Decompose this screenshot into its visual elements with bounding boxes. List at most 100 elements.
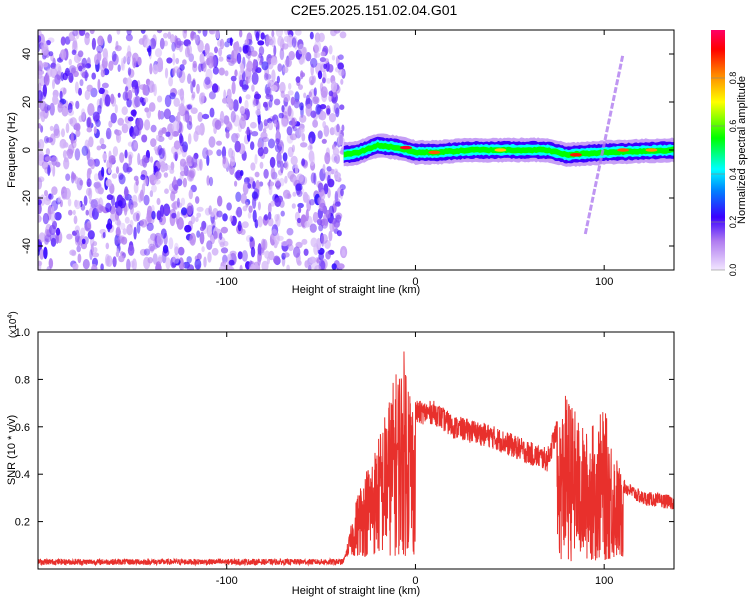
noise-speckle <box>216 149 222 157</box>
noise-speckle <box>206 175 210 186</box>
noise-speckle <box>252 58 256 71</box>
noise-speckle <box>68 58 73 66</box>
noise-speckle <box>122 228 128 235</box>
noise-speckle <box>208 30 216 35</box>
noise-speckle <box>149 38 157 50</box>
noise-speckle <box>179 170 187 177</box>
noise-speckle <box>312 119 318 128</box>
noise-speckle <box>152 64 159 75</box>
noise-speckle <box>220 247 229 254</box>
noise-speckle <box>270 84 278 92</box>
y-tick-label: 20 <box>21 96 33 108</box>
noise-speckle <box>326 108 331 115</box>
noise-speckle <box>141 134 148 143</box>
noise-speckle <box>270 35 276 48</box>
noise-speckle <box>328 230 333 242</box>
noise-speckle <box>139 248 147 256</box>
noise-speckle <box>208 91 216 100</box>
noise-speckle <box>75 100 80 110</box>
noise-speckle <box>122 162 129 173</box>
noise-speckle <box>77 253 82 264</box>
noise-speckle <box>168 76 174 87</box>
noise-speckle <box>234 69 238 77</box>
noise-speckle <box>180 96 185 106</box>
noise-speckle <box>125 33 133 42</box>
noise-speckle <box>39 100 47 112</box>
noise-speckle <box>338 54 344 60</box>
noise-speckle <box>241 221 249 229</box>
noise-speckle <box>63 87 66 95</box>
noise-speckle <box>105 202 112 213</box>
noise-speckle <box>234 140 241 153</box>
colorbar-label: Normalized spectral amplitude <box>736 76 748 224</box>
noise-speckle <box>151 184 157 193</box>
noise-speckle <box>86 117 91 128</box>
noise-speckle <box>191 155 198 168</box>
noise-speckle <box>316 258 320 264</box>
noise-speckle <box>281 118 288 128</box>
spectrogram-y-ticks: -40 -20 0 20 40 <box>21 48 674 254</box>
noise-speckle <box>65 173 71 181</box>
noise-speckle <box>314 40 322 53</box>
noise-speckle <box>88 199 95 205</box>
noise-speckle <box>229 58 237 64</box>
noise-speckle <box>114 104 118 114</box>
noise-speckle <box>307 145 313 151</box>
noise-speckle <box>176 211 180 219</box>
noise-speckle <box>129 204 134 215</box>
noise-speckle <box>251 191 258 200</box>
noise-speckle <box>187 264 195 270</box>
noise-speckle <box>180 197 186 206</box>
noise-speckle <box>174 258 181 266</box>
noise-speckle <box>310 110 317 118</box>
noise-speckle <box>277 63 283 72</box>
noise-speckle <box>100 263 104 270</box>
noise-speckle <box>332 103 336 114</box>
noise-speckle <box>94 54 100 65</box>
noise-speckle <box>51 205 55 215</box>
noise-speckle <box>293 246 301 258</box>
noise-speckle <box>337 263 345 270</box>
y-tick-label: -40 <box>21 238 33 254</box>
noise-speckle <box>157 109 161 120</box>
noise-speckle <box>110 112 117 124</box>
noise-speckle <box>305 209 309 222</box>
noise-speckle <box>182 113 189 122</box>
noise-speckle <box>203 256 207 268</box>
noise-speckle <box>143 194 150 206</box>
noise-speckle <box>178 103 186 116</box>
noise-speckle <box>124 216 130 224</box>
noise-speckle <box>292 125 297 132</box>
noise-speckle <box>42 212 50 225</box>
noise-speckle <box>270 57 278 66</box>
noise-speckle <box>159 157 164 166</box>
noise-speckle <box>275 180 281 190</box>
x-tick-label: 100 <box>595 575 613 587</box>
noise-speckle <box>275 30 283 38</box>
noise-speckle <box>326 166 332 172</box>
noise-speckle <box>105 178 112 187</box>
noise-speckle <box>211 219 216 229</box>
noise-speckle <box>171 261 177 268</box>
noise-speckle <box>238 70 242 82</box>
noise-speckle <box>299 127 304 137</box>
noise-speckle <box>219 232 223 240</box>
noise-speckle <box>107 168 112 174</box>
noise-speckle <box>266 256 270 265</box>
noise-speckle <box>330 80 338 93</box>
noise-speckle <box>54 74 61 85</box>
noise-speckle <box>319 104 327 110</box>
noise-speckle <box>247 211 252 219</box>
noise-speckle <box>224 70 229 77</box>
noise-speckle <box>322 163 326 174</box>
noise-speckle <box>92 241 98 247</box>
noise-speckle <box>310 237 318 248</box>
noise-speckle <box>260 32 265 40</box>
noise-speckle <box>125 51 132 64</box>
noise-speckle <box>277 235 284 241</box>
noise-speckle <box>74 81 79 94</box>
noise-speckle <box>146 109 152 119</box>
noise-speckle <box>87 116 92 129</box>
noise-speckle <box>323 125 330 137</box>
noise-speckle <box>218 67 225 76</box>
